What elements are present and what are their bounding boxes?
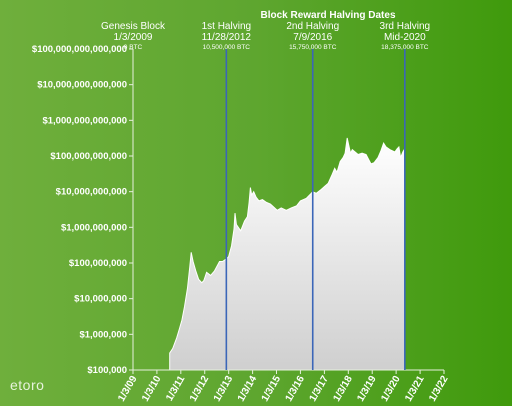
annotation-label: Genesis Block [101,21,166,32]
x-tick-label: 1/3/15 [260,374,284,404]
annotation-date: 11/28/2012 [202,32,252,43]
x-tick-label: 1/3/20 [379,374,403,404]
x-tick-label: 1/3/19 [355,374,379,404]
x-tick-label: 1/3/14 [236,374,260,404]
y-tick-label: $1,000,000,000,000 [42,115,127,126]
etoro-logo: etoro [10,377,45,393]
x-tick-label: 1/3/09 [116,374,140,404]
annotation-date: 7/9/2016 [293,32,332,43]
y-tick-label: $100,000,000,000 [50,151,127,162]
x-tick-label: 1/3/12 [188,374,212,404]
annotation-date: 1/3/2009 [114,32,153,43]
y-tick-label: $10,000,000,000,000 [37,80,127,91]
x-tick-label: 1/3/13 [212,374,236,404]
annotation-supply: 10,500,000 BTC [203,44,251,51]
x-tick-label: 1/3/16 [284,374,308,404]
annotation-supply: 18,375,000 BTC [381,44,429,51]
annotation-supply: 0 BTC [124,44,143,51]
y-tick-label: $100,000 [87,365,127,376]
annotation-label: 1st Halving [202,21,251,32]
market-cap-area [169,137,406,371]
x-tick-label: 1/3/21 [403,374,427,404]
y-tick-label: $10,000,000 [74,294,127,305]
y-tick-label: $1,000,000 [79,329,127,340]
x-tick-label: 1/3/11 [164,374,187,403]
x-tick-label: 1/3/10 [140,374,164,404]
annotation-supply: 15,750,000 BTC [289,44,337,51]
annotation-label: 3rd Halving [380,21,431,32]
annotation-date: Mid-2020 [384,32,426,43]
x-tick-label: 1/3/22 [427,374,451,404]
chart-title: Block Reward Halving Dates [260,10,395,21]
x-tick-label: 1/3/17 [308,374,332,404]
annotation-label: 2nd Halving [286,21,339,32]
y-tick-label: $100,000,000 [69,258,127,269]
y-tick-label: $100,000,000,000,000 [32,44,127,55]
y-tick-label: $1,000,000,000 [61,222,127,233]
y-tick-label: $10,000,000,000 [56,187,127,198]
x-tick-label: 1/3/18 [331,374,355,404]
